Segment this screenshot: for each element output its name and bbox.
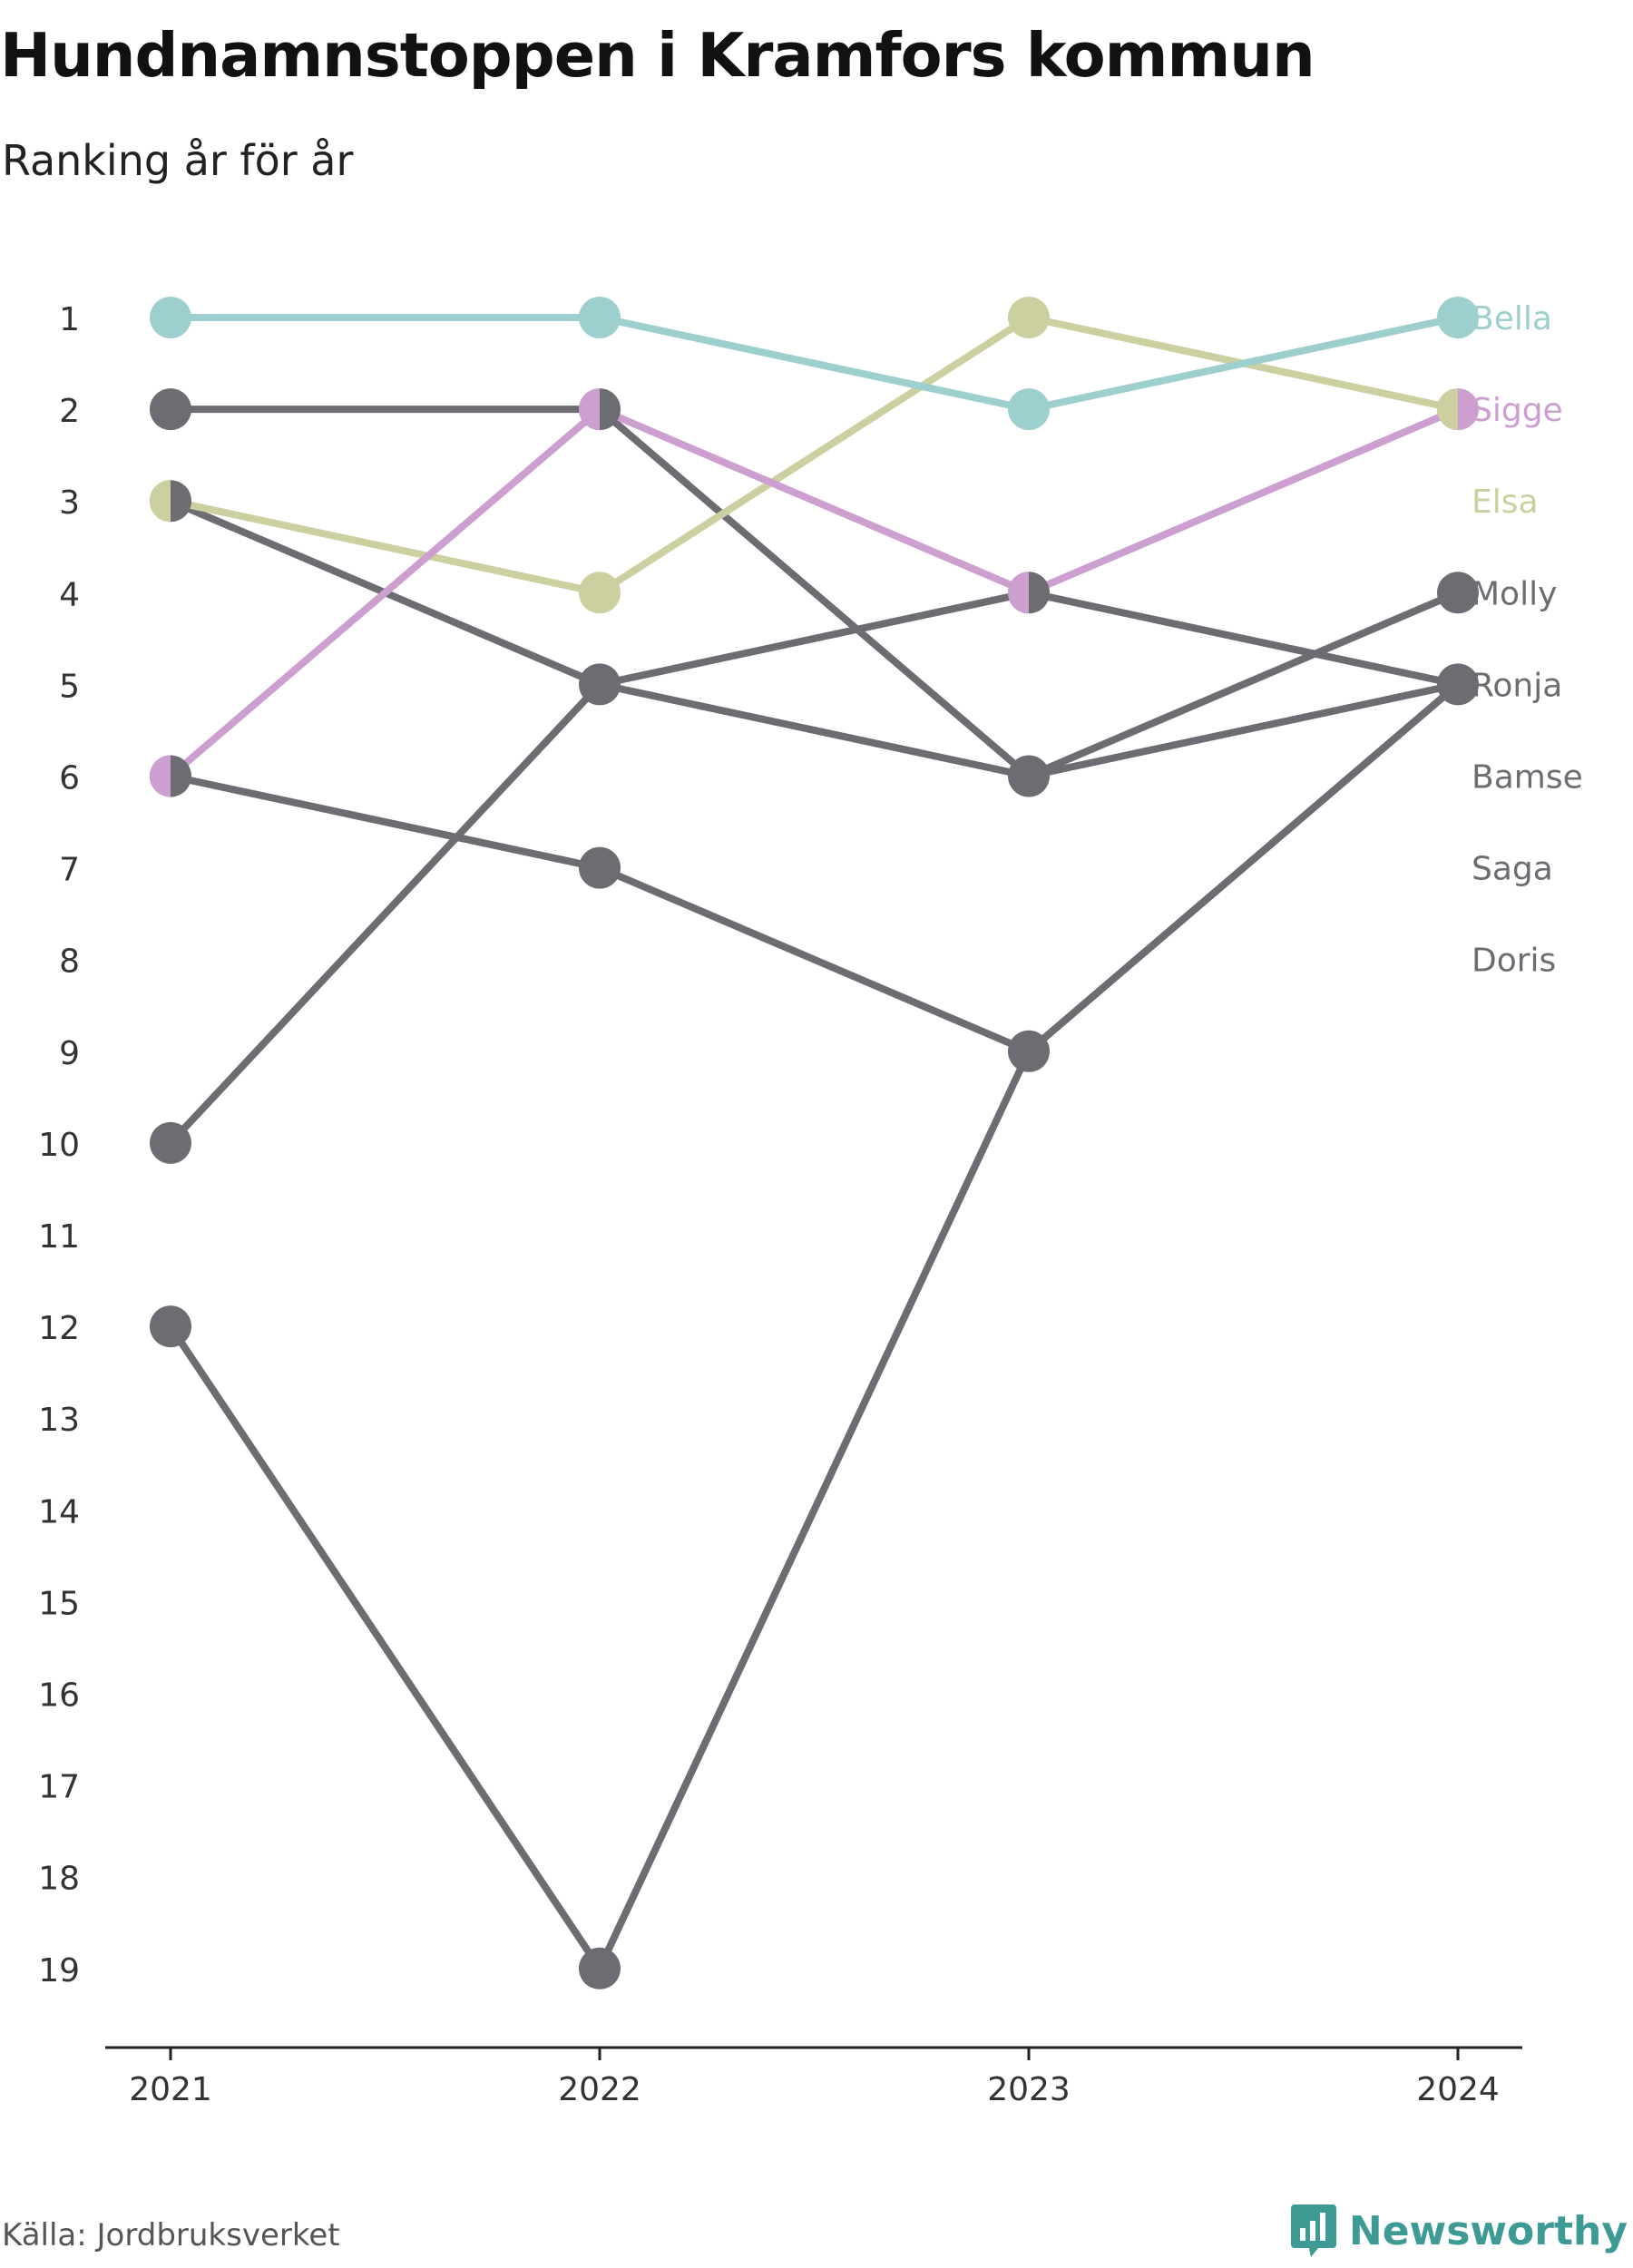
point-2021-rank-3-left-half [150, 480, 171, 523]
series-label-bella: Bella [1472, 300, 1552, 337]
y-tick-label-3: 3 [59, 484, 80, 522]
point-2024-rank-2-left-half [1437, 388, 1458, 431]
point-2023-rank-4 [1008, 572, 1050, 614]
y-tick-label-15: 15 [38, 1585, 80, 1622]
y-tick-label-12: 12 [38, 1310, 80, 1347]
series-label-doris: Doris [1472, 943, 1556, 980]
y-tick-label-16: 16 [38, 1677, 80, 1715]
y-tick-label-7: 7 [59, 852, 80, 889]
x-axis: 2021 2022 2023 2024 [105, 2046, 1522, 2108]
x-tick-label-2021: 2021 [129, 2071, 212, 2108]
point-2022-rank-19 [579, 1947, 621, 1989]
y-tick-label-9: 9 [59, 1035, 80, 1072]
y-tick-label-8: 8 [59, 943, 80, 981]
brand-logo: Newsworthy [1290, 2204, 1628, 2257]
point-2023-rank-1 [1008, 297, 1050, 338]
series-label-ronja: Ronja [1472, 667, 1562, 704]
point-2021-rank-6 [150, 755, 191, 797]
y-tick-label-19: 19 [38, 1952, 80, 1989]
chart-subtitle: Ranking år för år [2, 136, 354, 185]
point-2022-rank-2-left-half [579, 388, 600, 431]
series-points [150, 297, 1479, 1989]
brand-name: Newsworthy [1348, 2207, 1628, 2254]
series-line-doris [167, 680, 1462, 1972]
x-tick-label-2022: 2022 [558, 2071, 641, 2108]
point-2024-rank-4 [1437, 572, 1479, 614]
y-tick-label-5: 5 [59, 668, 80, 705]
point-2023-rank-6 [1008, 755, 1050, 797]
source-note: Källa: Jordbruksverket [2, 2217, 340, 2253]
point-2022-rank-5 [579, 663, 621, 706]
series-line-bella [167, 314, 1462, 414]
y-tick-label-2: 2 [59, 393, 80, 430]
series-line-ronja [167, 680, 1462, 1055]
series-label-elsa: Elsa [1472, 484, 1539, 521]
point-2022-rank-1 [579, 297, 621, 338]
point-2021-rank-1 [150, 297, 191, 338]
point-2022-rank-7 [579, 846, 621, 889]
y-tick-label-6: 6 [59, 760, 80, 797]
y-tick-label-11: 11 [38, 1218, 80, 1256]
point-2024-rank-5 [1437, 663, 1479, 706]
series-label-saga: Saga [1472, 851, 1553, 888]
point-2023-rank-4-left-half [1008, 572, 1029, 614]
series-label-bamse: Bamse [1472, 759, 1583, 797]
series-line-sigge [167, 406, 1462, 780]
series-label-sigge: Sigge [1472, 392, 1563, 429]
point-2024-rank-2 [1437, 388, 1479, 431]
x-tick-label-2024: 2024 [1416, 2071, 1500, 2108]
series-line-molly [167, 406, 1462, 780]
y-tick-label-13: 13 [38, 1402, 80, 1439]
y-tick-label-10: 10 [38, 1127, 80, 1164]
y-tick-label-17: 17 [38, 1769, 80, 1806]
point-2021-rank-6-left-half [150, 755, 171, 797]
series-end-labels: Bella Sigge Elsa Molly Ronja Bamse Saga Doris [1472, 300, 1583, 980]
x-tick-label-2023: 2023 [987, 2071, 1071, 2108]
point-2021-rank-10 [150, 1121, 191, 1164]
point-2023-rank-2 [1008, 388, 1050, 431]
point-2024-rank-1 [1437, 297, 1479, 338]
point-2021-rank-12 [150, 1305, 191, 1348]
series-line-saga [167, 589, 1462, 1147]
y-tick-label-14: 14 [38, 1493, 80, 1530]
point-2021-rank-3 [150, 480, 191, 523]
series-lines [167, 314, 1462, 1972]
chart-title: Hundnamnstoppen i Kramfors kommun [0, 20, 1315, 91]
point-2021-rank-2 [150, 388, 191, 431]
series-label-molly: Molly [1472, 575, 1557, 612]
point-2022-rank-2 [579, 388, 621, 431]
y-tick-label-18: 18 [38, 1861, 80, 1898]
y-tick-label-4: 4 [59, 576, 80, 613]
bar-chart-bubble-icon [1290, 2204, 1336, 2257]
point-2022-rank-4 [579, 572, 621, 614]
y-tick-label-1: 1 [59, 301, 80, 338]
point-2023-rank-9 [1008, 1030, 1050, 1072]
